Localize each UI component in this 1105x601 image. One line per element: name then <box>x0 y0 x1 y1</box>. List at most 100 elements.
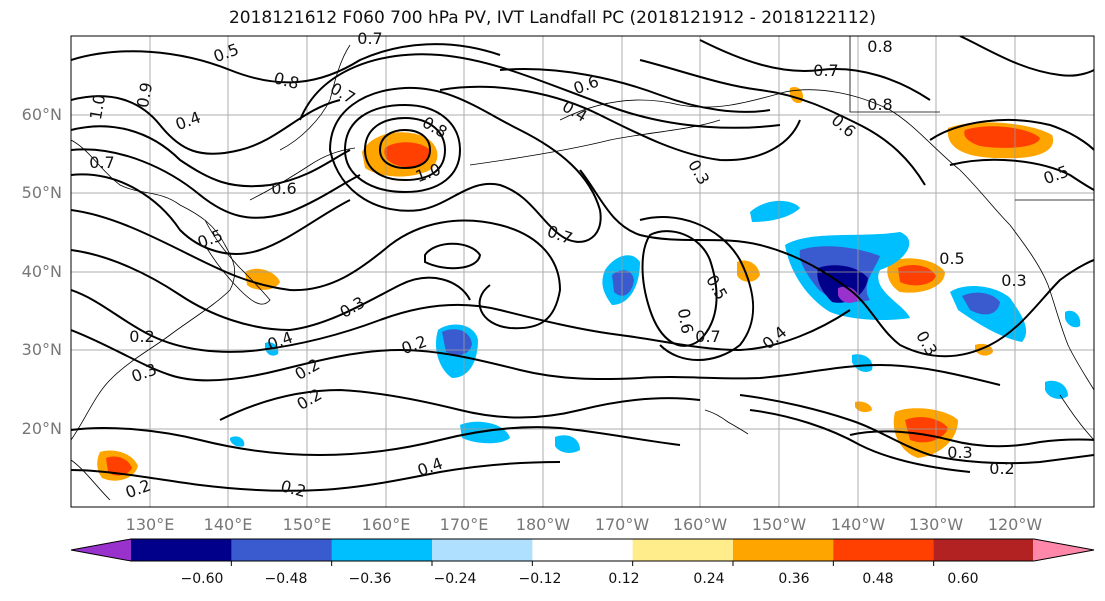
graticule <box>71 36 1094 507</box>
coastline-japan <box>204 219 271 305</box>
anomaly-positive <box>964 126 1040 148</box>
anomaly-positive <box>898 264 936 286</box>
contour-line <box>71 329 1001 386</box>
pv-contours <box>71 36 1094 492</box>
contour-label: 0.2 <box>123 476 153 503</box>
contour-label: 0.8 <box>867 95 892 114</box>
contour-label: 0.3 <box>684 156 713 188</box>
contour-line <box>71 249 471 332</box>
colorbar-segment <box>733 539 834 561</box>
contour-line <box>71 461 561 492</box>
contour-line <box>699 39 931 101</box>
contour-label: 0.6 <box>571 72 601 99</box>
coastline-kuril <box>249 147 356 201</box>
colorbar-outline <box>70 538 1095 562</box>
anomaly-negative <box>750 200 800 222</box>
contour-line <box>499 68 771 113</box>
contour-label: 0.7 <box>813 61 838 80</box>
contour-line <box>579 169 1094 358</box>
contour-line <box>71 148 361 219</box>
lon-tick-label: 140°E <box>203 515 253 534</box>
colorbar-tick-label: 0.48 <box>862 571 894 587</box>
colorbar-segment <box>131 539 232 561</box>
coastline-alaska <box>559 89 1011 226</box>
contour-label: 0.2 <box>129 327 154 346</box>
contour-label: 0.4 <box>415 454 445 481</box>
contour-label: 0.7 <box>89 153 114 172</box>
colorbar-segment <box>231 539 333 561</box>
contour-line <box>739 394 1094 465</box>
anomaly-positive <box>106 456 132 476</box>
contour-line <box>439 85 801 162</box>
anomaly-negative <box>1065 310 1081 328</box>
coastline-kamchatka <box>279 44 351 151</box>
contour-label: 0.5 <box>195 226 225 253</box>
anomaly-negative <box>612 270 634 296</box>
contour-label: 0.2 <box>989 459 1014 478</box>
contour-line <box>641 230 718 347</box>
contour-label: 0.6 <box>271 179 296 198</box>
colorbar-segment <box>432 539 533 561</box>
contour-label: 0.3 <box>912 327 941 359</box>
shading-layer <box>97 86 1081 481</box>
lon-tick-label: 160°E <box>361 515 411 534</box>
colorbar-tick-label: 0.60 <box>947 571 979 587</box>
contour-line <box>71 95 341 155</box>
colorbar <box>70 538 1095 566</box>
contour-line <box>378 128 432 170</box>
colorbar-tick-label: 0.24 <box>693 571 725 587</box>
contour-line <box>71 43 501 84</box>
contour-line <box>328 86 602 243</box>
contour-label: 0.3 <box>947 443 972 462</box>
contour-line <box>363 116 447 182</box>
contour-line <box>639 59 926 186</box>
contour-line <box>71 289 851 353</box>
colorbar-segment <box>532 539 634 561</box>
contour-label: 0.5 <box>939 249 964 268</box>
lon-tick-label: 180°W <box>515 515 571 534</box>
anomaly-negative <box>555 435 580 453</box>
contour-line <box>424 242 482 270</box>
lat-tick-label: 20°N <box>21 419 62 438</box>
colorbar-segment <box>933 539 1035 561</box>
lon-tick-label: 160°W <box>672 515 728 534</box>
colorbar-segment <box>632 539 734 561</box>
contour-line <box>929 119 1094 151</box>
colorbar-segment <box>833 539 935 561</box>
colorbar-segment <box>331 539 433 561</box>
contour-line <box>949 158 1094 191</box>
colorbar-tick-label: −0.36 <box>348 571 392 587</box>
contour-line <box>299 53 781 129</box>
colorbar-extend-high <box>1033 539 1094 561</box>
anomaly-negative <box>1045 380 1068 399</box>
colorbar-tick-label: −0.24 <box>433 571 477 587</box>
contour-line <box>71 426 681 457</box>
lon-tick-label: 130°E <box>125 515 175 534</box>
anomaly-negative <box>230 436 245 447</box>
contour-line <box>71 209 562 330</box>
lon-tick-label: 170°W <box>594 515 650 534</box>
lon-tick-label: 140°W <box>830 515 886 534</box>
lon-tick-label: 130°W <box>908 515 964 534</box>
contour-label: 1.0 <box>86 93 109 121</box>
lat-tick-label: 40°N <box>21 262 62 281</box>
contour-label: 0.9 <box>133 81 156 109</box>
contour-label: 0.2 <box>279 476 309 501</box>
contour-label: 0.3 <box>336 293 368 322</box>
coastline-asia <box>71 139 236 441</box>
anomaly-negative <box>962 292 1000 315</box>
contour-label: 0.3 <box>1001 271 1026 290</box>
contour-label: 0.2 <box>291 355 323 384</box>
contour-line <box>219 388 701 421</box>
colorbar-extend-low <box>71 539 132 561</box>
lat-tick-label: 30°N <box>21 340 62 359</box>
colorbar-tick-label: −0.12 <box>518 571 562 587</box>
contour-label: 0.8 <box>867 37 892 56</box>
contour-label: 0.5 <box>211 40 241 67</box>
colorbar-tick-label: 0.12 <box>608 571 640 587</box>
contour-label: 0.4 <box>759 322 791 353</box>
contour-label: 0.3 <box>129 360 159 387</box>
map-frame <box>70 35 1095 508</box>
colorbar-tick-label: −0.60 <box>180 571 224 587</box>
